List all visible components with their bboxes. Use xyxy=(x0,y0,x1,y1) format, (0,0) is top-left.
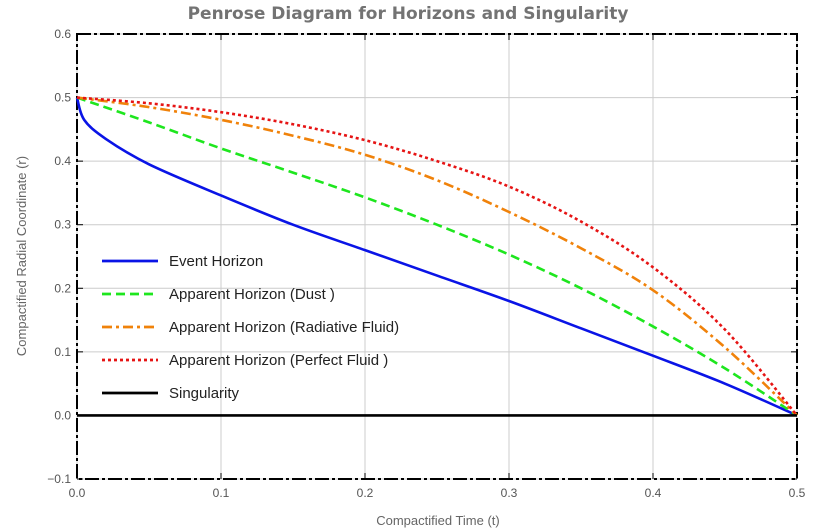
y-tick-label: 0.6 xyxy=(54,27,71,41)
legend-label: Apparent Horizon (Dust ) xyxy=(169,286,335,303)
y-tick-label: 0.3 xyxy=(54,218,71,232)
y-tick-label: 0.2 xyxy=(54,281,71,295)
y-tick-label: −0.1 xyxy=(47,472,71,486)
legend-label: Apparent Horizon (Radiative Fluid) xyxy=(169,319,399,336)
series-line-apparent-horizon-dust xyxy=(76,96,798,417)
series-group xyxy=(75,96,798,417)
x-axis-label: Compactified Time (t) xyxy=(376,513,500,528)
y-tick-label: 0.0 xyxy=(54,408,71,422)
x-tick-label: 0.5 xyxy=(789,486,806,500)
x-tick-label: 0.1 xyxy=(213,486,230,500)
x-tick-label: 0.3 xyxy=(501,486,518,500)
y-tick-label: 0.5 xyxy=(54,91,71,105)
plot-border xyxy=(76,33,798,480)
legend-label: Event Horizon xyxy=(169,253,263,270)
series-line-apparent-horizon-perfect-fluid xyxy=(76,96,798,417)
x-tick-label: 0.2 xyxy=(357,486,374,500)
series-line-event-horizon xyxy=(75,97,798,417)
legend-label: Apparent Horizon (Perfect Fluid ) xyxy=(169,352,388,369)
series-line-apparent-horizon-radiative-fluid xyxy=(76,96,798,417)
chart-title: Penrose Diagram for Horizons and Singula… xyxy=(188,4,629,24)
legend: Event Horizon Apparent Horizon (Dust ) App… xyxy=(102,253,399,402)
y-tick-label: 0.1 xyxy=(54,345,71,359)
tick-labels: 0.0 0.1 0.2 0.3 0.4 0.5−0.10.00.10.20.30.40.5… xyxy=(47,27,805,500)
y-axis-label: Compactified Radial Coordinate (r) xyxy=(14,156,29,356)
x-tick-label: 0.0 xyxy=(69,486,86,500)
legend-label: Singularity xyxy=(169,385,240,402)
y-tick-label: 0.4 xyxy=(54,154,71,168)
x-tick-label: 0.4 xyxy=(645,486,662,500)
